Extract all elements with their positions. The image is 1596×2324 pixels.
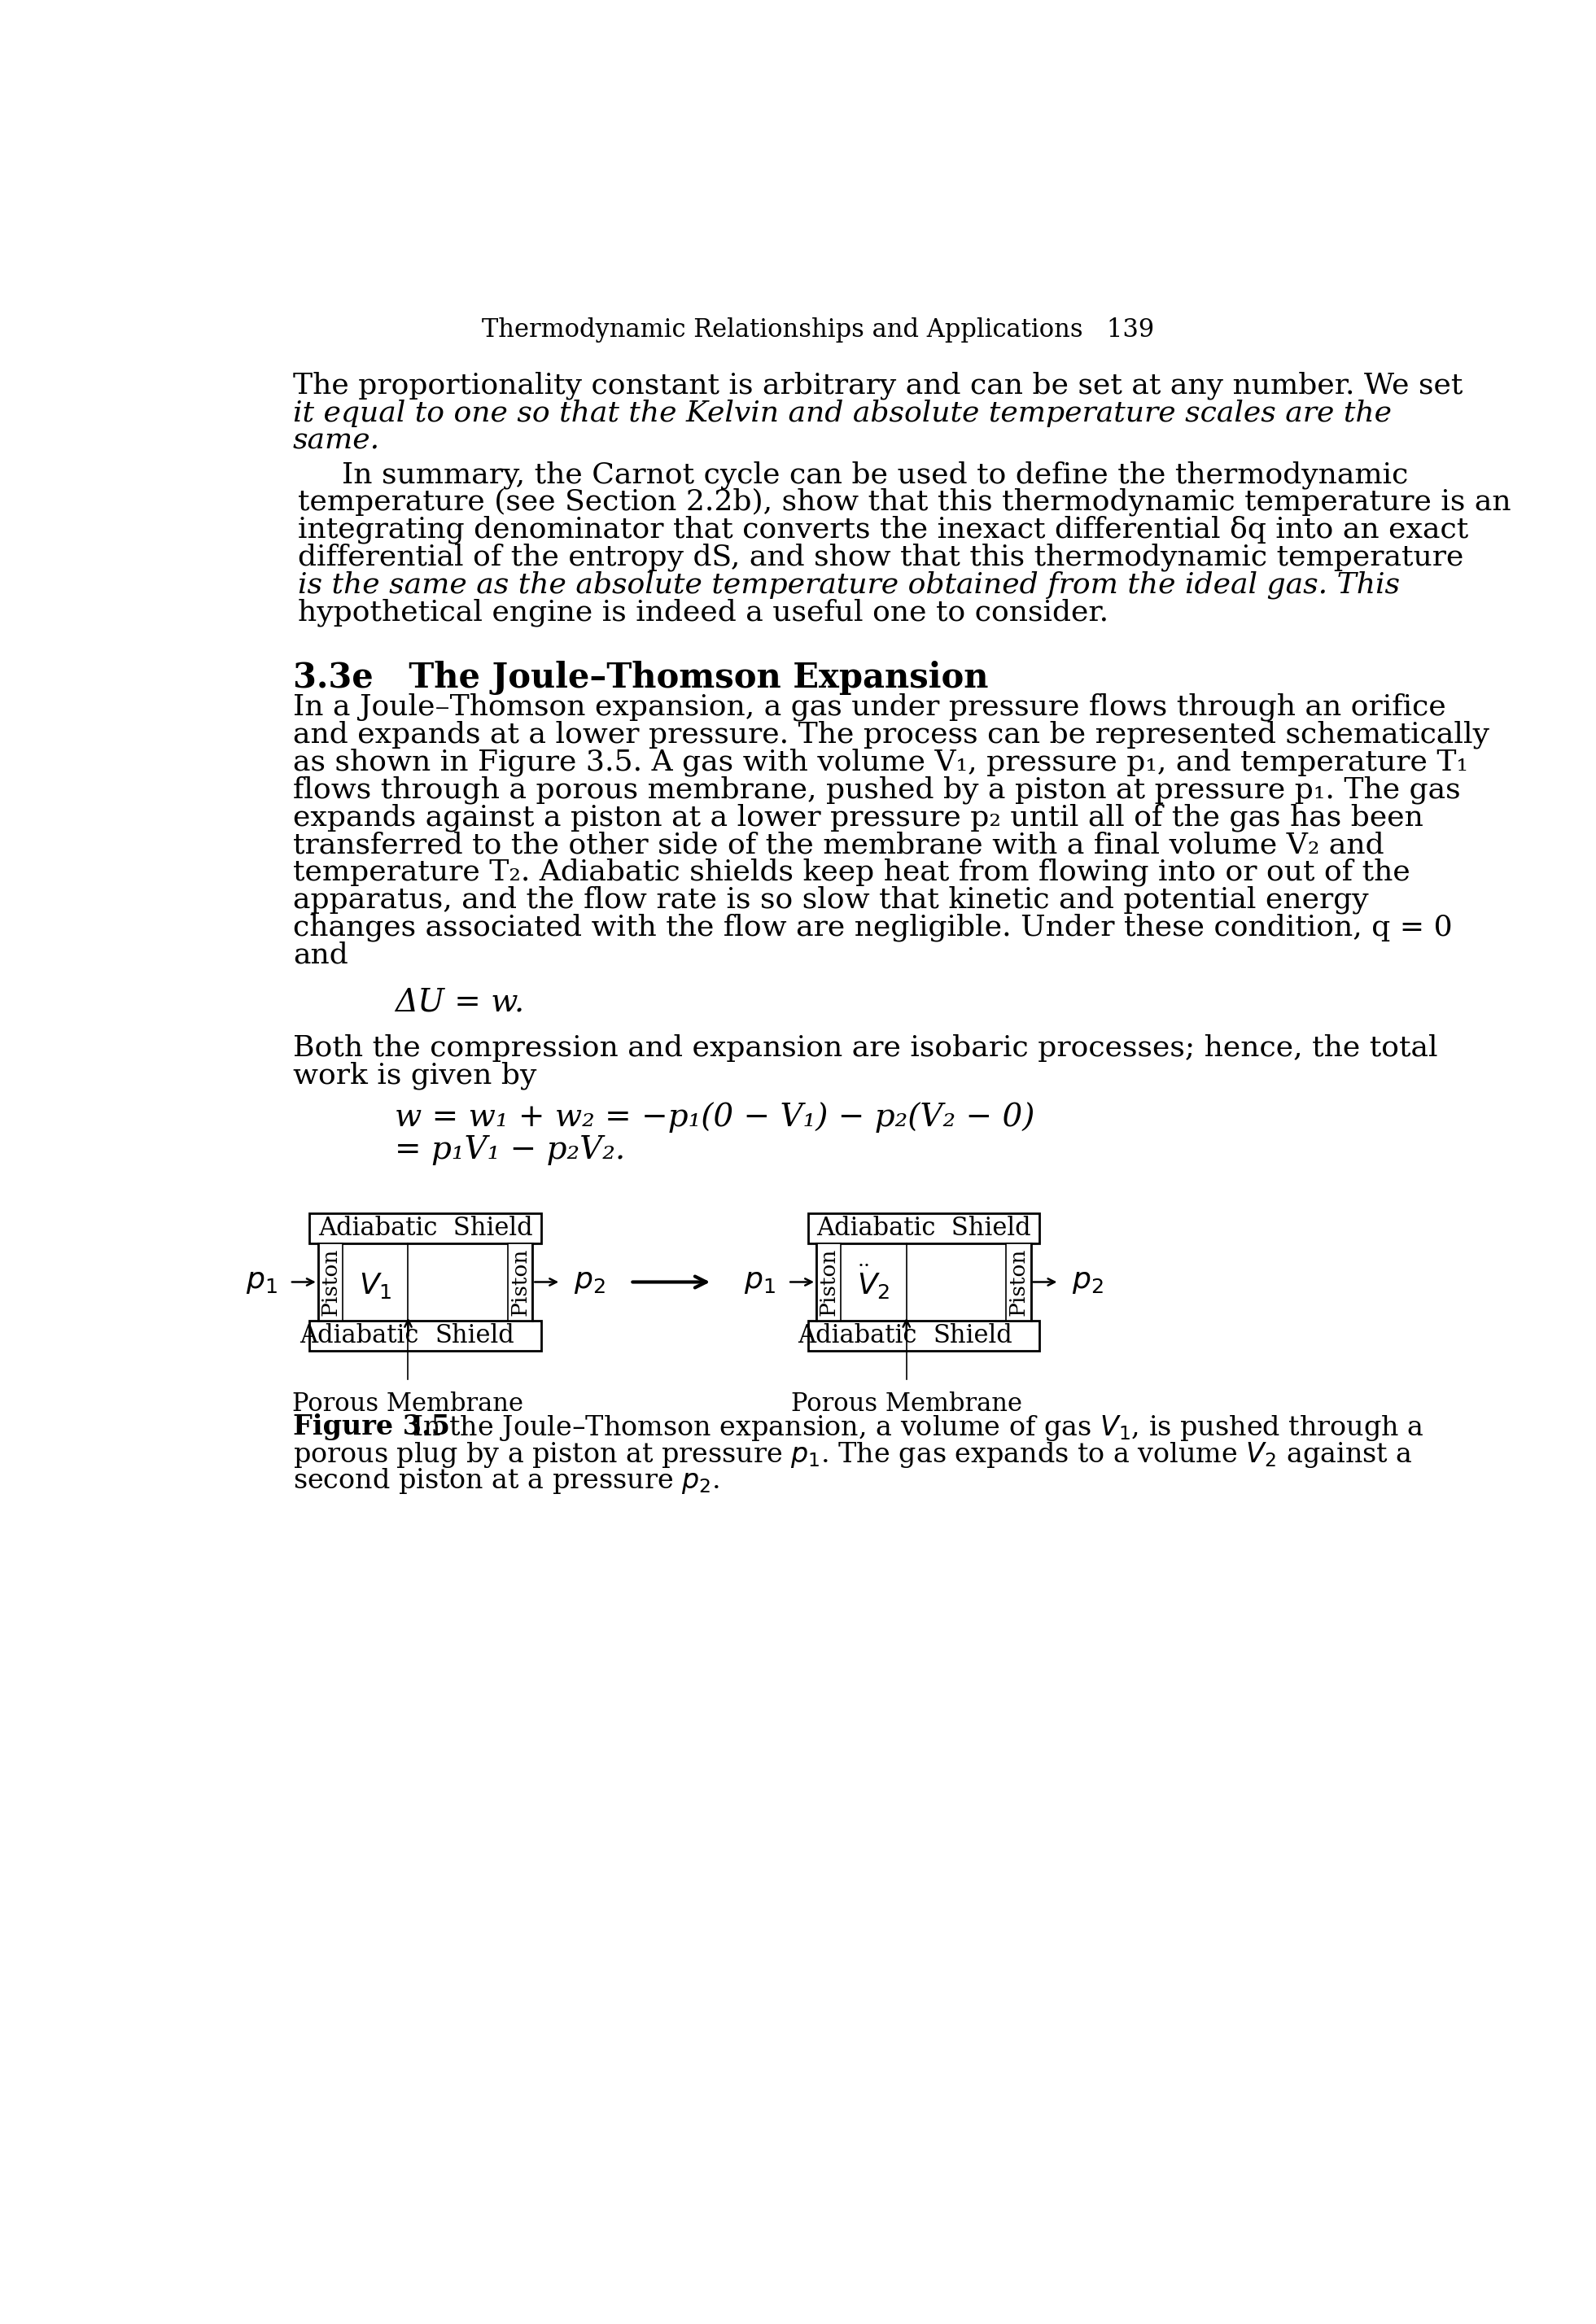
Bar: [318, 1243, 343, 1320]
Bar: [508, 1243, 533, 1320]
Text: Piston: Piston: [321, 1248, 340, 1315]
Text: = p₁V₁ − p₂V₂.: = p₁V₁ − p₂V₂.: [396, 1136, 626, 1167]
Text: Adiabatic: Adiabatic: [300, 1322, 418, 1348]
Text: is the same as the absolute temperature obtained from the ideal gas. This: is the same as the absolute temperature …: [298, 572, 1400, 600]
Bar: [310, 1320, 541, 1350]
Text: Adiabatic: Adiabatic: [798, 1322, 916, 1348]
Text: work is given by: work is given by: [292, 1062, 536, 1090]
Text: Porous Membrane: Porous Membrane: [292, 1392, 523, 1418]
Text: as shown in Figure 3.5. A gas with volume V₁, pressure p₁, and temperature T₁: as shown in Figure 3.5. A gas with volum…: [292, 748, 1468, 776]
Text: expands against a piston at a lower pressure p₂ until all of the gas has been: expands against a piston at a lower pres…: [292, 804, 1424, 832]
Text: In summary, the Carnot cycle can be used to define the thermodynamic: In summary, the Carnot cycle can be used…: [342, 460, 1408, 488]
Text: $p_1$: $p_1$: [744, 1269, 776, 1297]
Text: $p_2$: $p_2$: [573, 1269, 605, 1297]
Text: same.: same.: [292, 428, 380, 456]
Text: Thermodynamic Relationships and Applications   139: Thermodynamic Relationships and Applicat…: [482, 318, 1154, 344]
Bar: [817, 1243, 841, 1320]
Text: Piston: Piston: [511, 1248, 530, 1315]
Text: w = w₁ + w₂ = −p₁(0 − V₁) − p₂(V₂ − 0): w = w₁ + w₂ = −p₁(0 − V₁) − p₂(V₂ − 0): [396, 1102, 1036, 1132]
Text: $p_2$: $p_2$: [1073, 1269, 1103, 1297]
Text: Piston: Piston: [819, 1248, 839, 1315]
Text: Shield: Shield: [934, 1322, 1013, 1348]
Text: Adiabatic  Shield: Adiabatic Shield: [816, 1215, 1031, 1241]
Text: $V_2$: $V_2$: [857, 1271, 891, 1301]
Bar: [808, 1213, 1039, 1243]
Text: apparatus, and the flow rate is so slow that kinetic and potential energy: apparatus, and the flow rate is so slow …: [292, 885, 1368, 913]
Text: Shield: Shield: [434, 1322, 514, 1348]
Text: and: and: [292, 941, 348, 969]
Text: and expands at a lower pressure. The process can be represented schematically: and expands at a lower pressure. The pro…: [292, 720, 1489, 748]
Text: porous plug by a piston at pressure $p_1$. The gas expands to a volume $V_2$ aga: porous plug by a piston at pressure $p_1…: [292, 1441, 1412, 1469]
Text: integrating denominator that converts the inexact differential δq into an exact: integrating denominator that converts th…: [298, 516, 1468, 544]
Text: Porous Membrane: Porous Membrane: [792, 1392, 1021, 1418]
Text: $p_1$: $p_1$: [246, 1269, 278, 1297]
Text: Adiabatic  Shield: Adiabatic Shield: [318, 1215, 533, 1241]
Text: ··: ··: [857, 1257, 870, 1276]
Text: Both the compression and expansion are isobaric processes; hence, the total: Both the compression and expansion are i…: [292, 1034, 1438, 1062]
Bar: [808, 1320, 1039, 1350]
Text: temperature (see Section 2.2b), show that this thermodynamic temperature is an: temperature (see Section 2.2b), show tha…: [298, 488, 1511, 516]
Text: The proportionality constant is arbitrary and can be set at any number. We set: The proportionality constant is arbitrar…: [292, 372, 1462, 400]
Text: transferred to the other side of the membrane with a final volume V₂ and: transferred to the other side of the mem…: [292, 832, 1384, 858]
Text: flows through a porous membrane, pushed by a piston at pressure p₁. The gas: flows through a porous membrane, pushed …: [292, 776, 1460, 804]
Text: In a Joule–Thomson expansion, a gas under pressure flows through an orifice: In a Joule–Thomson expansion, a gas unde…: [292, 693, 1446, 720]
Text: second piston at a pressure $p_2$.: second piston at a pressure $p_2$.: [292, 1466, 720, 1497]
Text: 3.3e   The Joule–Thomson Expansion: 3.3e The Joule–Thomson Expansion: [292, 660, 988, 695]
Text: ΔU = w.: ΔU = w.: [396, 988, 525, 1018]
Text: temperature T₂. Adiabatic shields keep heat from flowing into or out of the: temperature T₂. Adiabatic shields keep h…: [292, 858, 1411, 885]
Text: hypothetical engine is indeed a useful one to consider.: hypothetical engine is indeed a useful o…: [298, 600, 1109, 627]
Text: In the Joule–Thomson expansion, a volume of gas $V_1$, is pushed through a: In the Joule–Thomson expansion, a volume…: [396, 1413, 1424, 1443]
Text: it equal to one so that the Kelvin and absolute temperature scales are the: it equal to one so that the Kelvin and a…: [292, 400, 1392, 428]
Text: Figure 3.5: Figure 3.5: [292, 1413, 450, 1441]
Text: Piston: Piston: [1009, 1248, 1029, 1315]
Text: differential of the entropy dS, and show that this thermodynamic temperature: differential of the entropy dS, and show…: [298, 544, 1464, 572]
Text: $V_1$: $V_1$: [359, 1271, 393, 1301]
Bar: [310, 1213, 541, 1243]
Text: changes associated with the flow are negligible. Under these condition, q = 0: changes associated with the flow are neg…: [292, 913, 1452, 941]
Bar: [1005, 1243, 1031, 1320]
